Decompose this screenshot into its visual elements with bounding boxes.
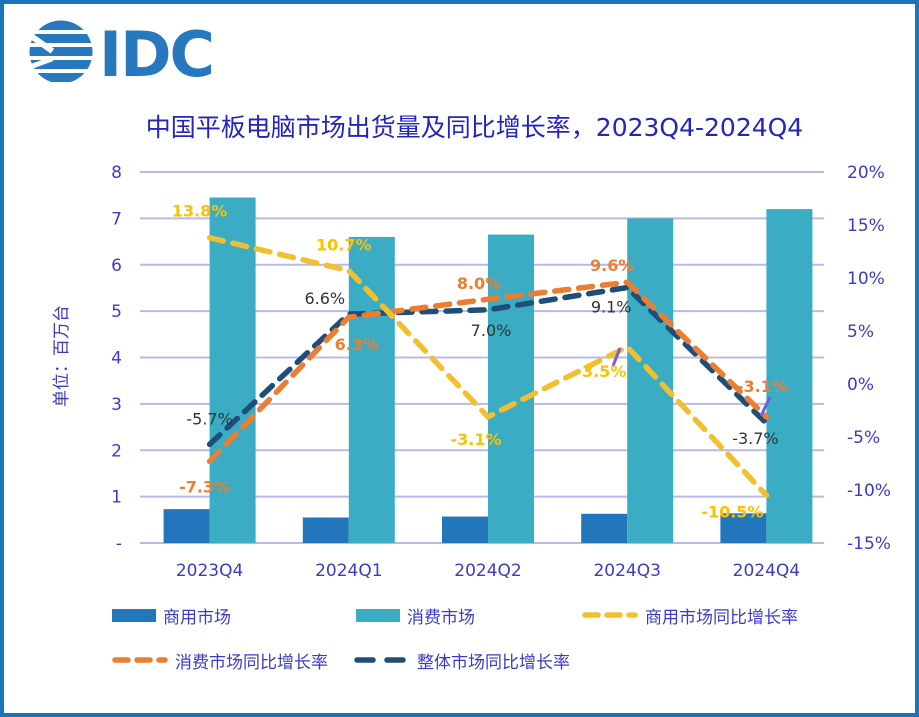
left-axis-tick-label: 5 xyxy=(111,302,122,322)
label-leader-line xyxy=(759,396,772,417)
legend-item-commercial-market: 商用市场 xyxy=(112,605,231,628)
right-axis-tick-label: -10% xyxy=(847,481,891,501)
label-leader-line xyxy=(611,347,622,367)
right-axis-tick-label: -15% xyxy=(847,534,891,554)
legend-label: 消费市场同比增长率 xyxy=(175,652,328,673)
legend-item-consumer-growth: 消费市场同比增长率 xyxy=(112,650,328,673)
bar-commercial-2024Q4 xyxy=(720,513,767,543)
right-axis-tick-label: 10% xyxy=(847,269,885,289)
data-label-商用市场同比增长率-2024Q4: -10.5% xyxy=(701,502,763,521)
overall-growth-dash-swatch xyxy=(354,657,410,663)
x-axis-label: 2023Q4 xyxy=(176,561,243,581)
right-axis-tick-label: -5% xyxy=(847,428,880,448)
idc-logo: IDC xyxy=(29,16,229,91)
x-axis-label: 2024Q1 xyxy=(315,561,382,581)
data-label-消费市场同比增长率-2023Q4: -7.3% xyxy=(179,477,230,496)
data-label-整体市场同比增长率-2023Q4: -5.7% xyxy=(186,409,232,428)
chart-title: 中国平板电脑市场出货量及同比增长率，2023Q4-2024Q4 xyxy=(145,113,804,142)
left-axis-tick-label: - xyxy=(116,534,122,554)
bar-consumer-2024Q2 xyxy=(488,234,534,543)
growth-line-整体市场同比增长率 xyxy=(206,284,770,448)
legend-item-commercial-growth: 商用市场同比增长率 xyxy=(582,605,798,628)
legend-label: 商用市场同比增长率 xyxy=(645,607,798,628)
right-axis-tick-label: 5% xyxy=(847,322,874,342)
chart-canvas: 8 7 6 5 4 3 2 1 - 20% 15% 10% 5% 0% -5% -10% -15% 2023Q4 2… xyxy=(111,163,891,581)
bar-consumer-2024Q1 xyxy=(348,236,395,544)
legend-label: 整体市场同比增长率 xyxy=(417,652,570,673)
data-label-商用市场同比增长率-2024Q3: 3.5% xyxy=(582,362,626,381)
bar-commercial-2024Q1 xyxy=(302,517,349,543)
bar-consumer-2023Q4 xyxy=(209,197,256,543)
growth-line-商用市场同比增长率 xyxy=(206,234,770,499)
left-axis-tick-label: 8 xyxy=(111,163,122,183)
commercial-growth-dash-swatch xyxy=(582,612,638,618)
data-label-整体市场同比增长率-2024Q2: 7.0% xyxy=(471,321,512,340)
legend-item-overall-growth: 整体市场同比增长率 xyxy=(354,650,570,673)
commercial-bar-swatch xyxy=(112,608,156,622)
bar-commercial-2024Q3 xyxy=(581,513,628,543)
right-axis-tick-label: 15% xyxy=(847,216,885,236)
data-label-商用市场同比增长率-2024Q2: -3.1% xyxy=(450,430,501,449)
bar-commercial-2023Q4 xyxy=(163,509,210,543)
idc-logo-graphic: IDC xyxy=(29,18,215,91)
consumer-growth-dash-swatch xyxy=(112,657,168,663)
data-label-商用市场同比增长率-2024Q1: 10.7% xyxy=(316,236,372,255)
data-label-整体市场同比增长率-2024Q3: 9.1% xyxy=(591,298,632,317)
left-axis-tick-label: 4 xyxy=(111,349,122,369)
left-axis-tick-label: 3 xyxy=(111,395,122,415)
bar-consumer-2024Q3 xyxy=(627,218,674,543)
consumer-bar-swatch xyxy=(356,608,400,622)
legend-label: 消费市场 xyxy=(407,607,475,628)
data-label-商用市场同比增长率-2023Q4: 13.8% xyxy=(172,202,228,221)
growth-line-消费市场同比增长率 xyxy=(206,279,770,465)
data-label-消费市场同比增长率-2024Q3: 9.6% xyxy=(590,256,634,275)
data-label-消费市场同比增长率-2024Q4: -3.1% xyxy=(737,377,788,396)
data-label-消费市场同比增长率-2024Q1: 6.3% xyxy=(335,335,379,354)
data-label-整体市场同比增长率-2024Q1: 6.6% xyxy=(304,289,345,308)
right-axis-tick-label: 0% xyxy=(847,375,874,395)
bar-commercial-2024Q2 xyxy=(442,516,488,543)
idc-logo-text: IDC xyxy=(99,18,213,88)
data-label-整体市场同比增长率-2024Q4: -3.7% xyxy=(732,429,778,448)
x-axis-label: 2024Q2 xyxy=(454,561,521,581)
bar-consumer-2024Q4 xyxy=(766,209,813,543)
x-axis-label: 2024Q4 xyxy=(733,561,800,581)
left-axis-tick-label: 1 xyxy=(111,488,122,508)
legend-item-consumer-market: 消费市场 xyxy=(356,605,475,628)
right-axis-tick-label: 20% xyxy=(847,163,885,183)
x-axis-label: 2024Q3 xyxy=(593,561,660,581)
left-axis-tick-label: 2 xyxy=(111,441,122,461)
legend-label: 商用市场 xyxy=(163,607,231,628)
data-label-消费市场同比增长率-2024Q2: 8.0% xyxy=(457,274,501,293)
left-axis-tick-label: 6 xyxy=(111,256,122,276)
left-axis-tick-label: 7 xyxy=(111,209,122,229)
